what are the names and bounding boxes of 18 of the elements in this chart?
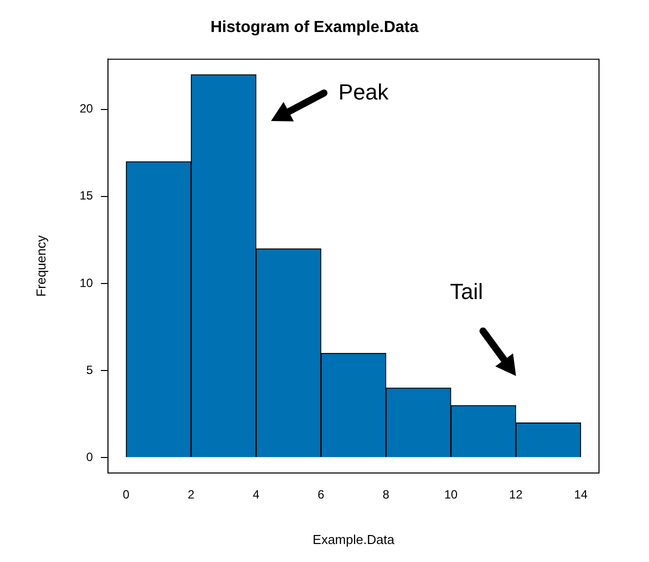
y-axis-title: Frequency: [33, 234, 48, 297]
x-tick-label: 0: [122, 488, 130, 502]
x-tick-label: 12: [509, 488, 523, 502]
y-tick-label: 5: [86, 362, 94, 377]
x-tick-label: 6: [318, 488, 325, 502]
y-tick-label: 10: [80, 276, 94, 290]
x-tick-label: 4: [252, 488, 260, 502]
annotation: Tail: [450, 279, 484, 304]
x-tick-label: 10: [444, 488, 458, 502]
y-tick-label: 20: [80, 102, 94, 116]
y-tick-label: 0: [86, 450, 94, 464]
x-axis-title: Example.Data: [312, 532, 396, 547]
x-tick-label: 8: [382, 488, 390, 502]
chart-title: Histogram of Example.Data: [210, 19, 419, 36]
x-tick-label: 2: [188, 488, 195, 502]
annotation: Peak: [338, 79, 390, 104]
y-tick-label: 15: [80, 188, 94, 203]
x-tick-label: 14: [574, 488, 588, 502]
